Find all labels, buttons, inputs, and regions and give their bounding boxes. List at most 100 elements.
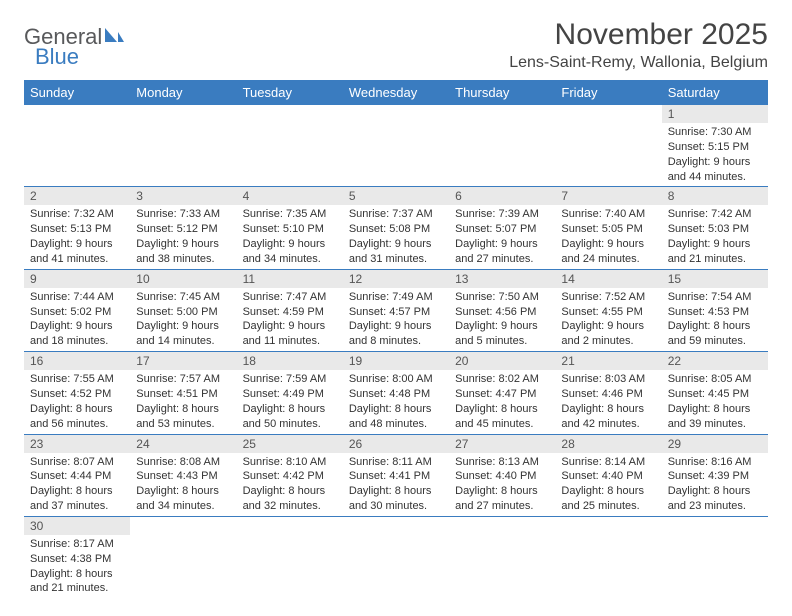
day-details: Sunrise: 8:00 AMSunset: 4:48 PMDaylight:… — [343, 370, 449, 433]
calendar-day-cell: 27Sunrise: 8:13 AMSunset: 4:40 PMDayligh… — [449, 434, 555, 516]
page-title: November 2025 — [509, 18, 768, 52]
sunrise-text: Sunrise: 8:17 AM — [30, 537, 124, 552]
calendar-week-row: 23Sunrise: 8:07 AMSunset: 4:44 PMDayligh… — [24, 434, 768, 516]
daylight-text-1: Daylight: 9 hours — [136, 237, 230, 252]
sunset-text: Sunset: 5:00 PM — [136, 305, 230, 320]
sunrise-text: Sunrise: 7:47 AM — [243, 290, 337, 305]
sunrise-text: Sunrise: 7:42 AM — [668, 207, 762, 222]
sunset-text: Sunset: 4:46 PM — [561, 387, 655, 402]
sunrise-text: Sunrise: 7:33 AM — [136, 207, 230, 222]
day-details: Sunrise: 7:52 AMSunset: 4:55 PMDaylight:… — [555, 288, 661, 351]
calendar-body: 1Sunrise: 7:30 AMSunset: 5:15 PMDaylight… — [24, 105, 768, 598]
weekday-header: Tuesday — [237, 80, 343, 105]
daylight-text-2: and 21 minutes. — [30, 581, 124, 596]
sunrise-text: Sunrise: 7:32 AM — [30, 207, 124, 222]
calendar-day-cell: 1Sunrise: 7:30 AMSunset: 5:15 PMDaylight… — [662, 105, 768, 187]
day-details: Sunrise: 8:11 AMSunset: 4:41 PMDaylight:… — [343, 453, 449, 516]
weekday-header-row: SundayMondayTuesdayWednesdayThursdayFrid… — [24, 80, 768, 105]
day-number: 22 — [662, 352, 768, 370]
calendar-week-row: 1Sunrise: 7:30 AMSunset: 5:15 PMDaylight… — [24, 105, 768, 187]
calendar-week-row: 30Sunrise: 8:17 AMSunset: 4:38 PMDayligh… — [24, 516, 768, 598]
day-number: 23 — [24, 435, 130, 453]
daylight-text-1: Daylight: 8 hours — [136, 484, 230, 499]
sunset-text: Sunset: 5:15 PM — [668, 140, 762, 155]
daylight-text-1: Daylight: 8 hours — [136, 402, 230, 417]
calendar-day-cell: 10Sunrise: 7:45 AMSunset: 5:00 PMDayligh… — [130, 269, 236, 351]
sunset-text: Sunset: 4:38 PM — [30, 552, 124, 567]
sunset-text: Sunset: 4:56 PM — [455, 305, 549, 320]
sunrise-text: Sunrise: 7:54 AM — [668, 290, 762, 305]
calendar-day-cell: 6Sunrise: 7:39 AMSunset: 5:07 PMDaylight… — [449, 187, 555, 269]
daylight-text-2: and 21 minutes. — [668, 252, 762, 267]
sunrise-text: Sunrise: 7:50 AM — [455, 290, 549, 305]
calendar-day-cell — [343, 105, 449, 187]
daylight-text-1: Daylight: 8 hours — [668, 319, 762, 334]
calendar-day-cell: 19Sunrise: 8:00 AMSunset: 4:48 PMDayligh… — [343, 352, 449, 434]
day-details: Sunrise: 8:03 AMSunset: 4:46 PMDaylight:… — [555, 370, 661, 433]
daylight-text-1: Daylight: 8 hours — [243, 402, 337, 417]
day-details: Sunrise: 7:40 AMSunset: 5:05 PMDaylight:… — [555, 205, 661, 268]
day-details: Sunrise: 7:55 AMSunset: 4:52 PMDaylight:… — [24, 370, 130, 433]
day-details: Sunrise: 7:30 AMSunset: 5:15 PMDaylight:… — [662, 123, 768, 186]
sunset-text: Sunset: 4:40 PM — [561, 469, 655, 484]
day-details: Sunrise: 8:02 AMSunset: 4:47 PMDaylight:… — [449, 370, 555, 433]
calendar-day-cell: 16Sunrise: 7:55 AMSunset: 4:52 PMDayligh… — [24, 352, 130, 434]
sunset-text: Sunset: 4:45 PM — [668, 387, 762, 402]
calendar-day-cell — [449, 516, 555, 598]
day-details: Sunrise: 8:16 AMSunset: 4:39 PMDaylight:… — [662, 453, 768, 516]
daylight-text-1: Daylight: 8 hours — [561, 402, 655, 417]
day-number: 5 — [343, 187, 449, 205]
day-number: 18 — [237, 352, 343, 370]
calendar-day-cell: 14Sunrise: 7:52 AMSunset: 4:55 PMDayligh… — [555, 269, 661, 351]
day-details: Sunrise: 7:54 AMSunset: 4:53 PMDaylight:… — [662, 288, 768, 351]
daylight-text-1: Daylight: 9 hours — [668, 237, 762, 252]
sunset-text: Sunset: 5:02 PM — [30, 305, 124, 320]
day-number: 24 — [130, 435, 236, 453]
sunrise-text: Sunrise: 7:49 AM — [349, 290, 443, 305]
day-details: Sunrise: 8:17 AMSunset: 4:38 PMDaylight:… — [24, 535, 130, 598]
daylight-text-1: Daylight: 9 hours — [136, 319, 230, 334]
calendar-day-cell: 11Sunrise: 7:47 AMSunset: 4:59 PMDayligh… — [237, 269, 343, 351]
weekday-header: Thursday — [449, 80, 555, 105]
sunrise-text: Sunrise: 8:03 AM — [561, 372, 655, 387]
daylight-text-1: Daylight: 9 hours — [349, 237, 443, 252]
daylight-text-2: and 27 minutes. — [455, 499, 549, 514]
day-number: 10 — [130, 270, 236, 288]
sunrise-text: Sunrise: 7:57 AM — [136, 372, 230, 387]
daylight-text-1: Daylight: 8 hours — [668, 402, 762, 417]
daylight-text-2: and 5 minutes. — [455, 334, 549, 349]
sunrise-text: Sunrise: 7:52 AM — [561, 290, 655, 305]
daylight-text-1: Daylight: 8 hours — [349, 402, 443, 417]
sunset-text: Sunset: 4:51 PM — [136, 387, 230, 402]
day-details: Sunrise: 8:14 AMSunset: 4:40 PMDaylight:… — [555, 453, 661, 516]
day-number: 3 — [130, 187, 236, 205]
day-details: Sunrise: 7:35 AMSunset: 5:10 PMDaylight:… — [237, 205, 343, 268]
day-number: 21 — [555, 352, 661, 370]
calendar-day-cell: 3Sunrise: 7:33 AMSunset: 5:12 PMDaylight… — [130, 187, 236, 269]
daylight-text-1: Daylight: 9 hours — [668, 155, 762, 170]
sunrise-text: Sunrise: 7:59 AM — [243, 372, 337, 387]
daylight-text-2: and 30 minutes. — [349, 499, 443, 514]
daylight-text-1: Daylight: 8 hours — [561, 484, 655, 499]
sunset-text: Sunset: 4:47 PM — [455, 387, 549, 402]
weekday-header: Monday — [130, 80, 236, 105]
sunset-text: Sunset: 4:44 PM — [30, 469, 124, 484]
sunset-text: Sunset: 4:43 PM — [136, 469, 230, 484]
daylight-text-2: and 25 minutes. — [561, 499, 655, 514]
day-number: 6 — [449, 187, 555, 205]
calendar-day-cell — [237, 105, 343, 187]
sunset-text: Sunset: 5:07 PM — [455, 222, 549, 237]
sunset-text: Sunset: 4:53 PM — [668, 305, 762, 320]
calendar-day-cell — [555, 105, 661, 187]
sunset-text: Sunset: 5:05 PM — [561, 222, 655, 237]
sunset-text: Sunset: 4:48 PM — [349, 387, 443, 402]
sunrise-text: Sunrise: 7:37 AM — [349, 207, 443, 222]
day-details: Sunrise: 7:39 AMSunset: 5:07 PMDaylight:… — [449, 205, 555, 268]
daylight-text-2: and 11 minutes. — [243, 334, 337, 349]
daylight-text-2: and 27 minutes. — [455, 252, 549, 267]
daylight-text-2: and 56 minutes. — [30, 417, 124, 432]
day-number: 8 — [662, 187, 768, 205]
sail-icon — [103, 24, 125, 50]
daylight-text-1: Daylight: 9 hours — [243, 319, 337, 334]
calendar-table: SundayMondayTuesdayWednesdayThursdayFrid… — [24, 80, 768, 598]
